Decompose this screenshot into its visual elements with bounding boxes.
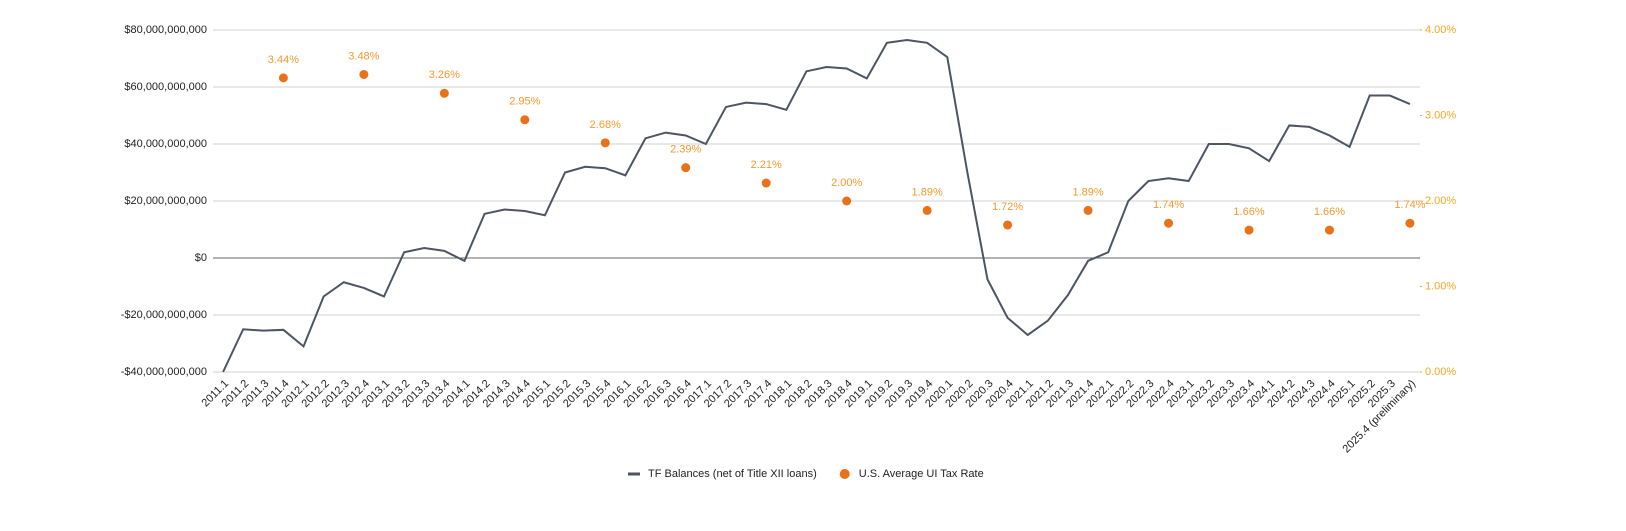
y-tick-label: -$20,000,000,000	[121, 309, 207, 321]
data-label: 2.21%	[751, 159, 782, 171]
line-series	[222, 38, 1411, 373]
y-tick-label: $80,000,000,000	[124, 24, 207, 36]
y-tick-label: $60,000,000,000	[124, 81, 207, 93]
y2-tick-label: 4.00%	[1425, 24, 1456, 36]
data-label: 1.74%	[1394, 199, 1425, 211]
rate-point	[600, 138, 610, 148]
rate-point	[922, 205, 932, 215]
rate-point	[1083, 205, 1093, 215]
data-label: 3.26%	[429, 69, 460, 81]
legend-label: U.S. Average UI Tax Rate	[859, 468, 984, 480]
y2-tick-label: 0.00%	[1425, 366, 1456, 378]
y-tick-label: $0	[195, 252, 207, 264]
y2-tick-label: 2.00%	[1425, 195, 1456, 207]
data-label: 1.89%	[912, 186, 943, 198]
rate-point	[520, 115, 530, 125]
rate-point	[359, 69, 369, 79]
y-tick-label: $40,000,000,000	[124, 138, 207, 150]
legend-label: TF Balances (net of Title XII loans)	[648, 468, 817, 480]
data-label: 2.00%	[831, 177, 862, 189]
y2-tick-label: 1.00%	[1425, 280, 1456, 292]
data-label: 1.66%	[1314, 206, 1345, 218]
rate-point	[842, 196, 852, 206]
y2-tick-label: 3.00%	[1425, 109, 1456, 121]
rate-point	[1164, 218, 1174, 228]
data-label: 3.48%	[348, 50, 379, 62]
y-tick-label: -$40,000,000,000	[121, 366, 207, 378]
rate-point	[439, 88, 449, 98]
rate-point	[278, 73, 288, 83]
data-label: 1.72%	[992, 201, 1023, 213]
data-label: 1.74%	[1153, 199, 1184, 211]
data-label: 2.95%	[509, 96, 540, 108]
data-label: 2.68%	[590, 119, 621, 131]
data-label: 1.66%	[1233, 206, 1264, 218]
rate-point	[1324, 225, 1334, 235]
y-tick-label: $20,000,000,000	[124, 195, 207, 207]
data-label: 1.89%	[1072, 186, 1103, 198]
rate-point	[761, 178, 771, 188]
data-label: 2.39%	[670, 144, 701, 156]
rate-point	[1003, 220, 1013, 230]
rate-point	[1244, 225, 1254, 235]
legend-swatch	[839, 469, 850, 479]
rate-point	[1405, 218, 1415, 228]
data-label: 3.44%	[268, 54, 299, 66]
rate-point	[681, 163, 691, 173]
